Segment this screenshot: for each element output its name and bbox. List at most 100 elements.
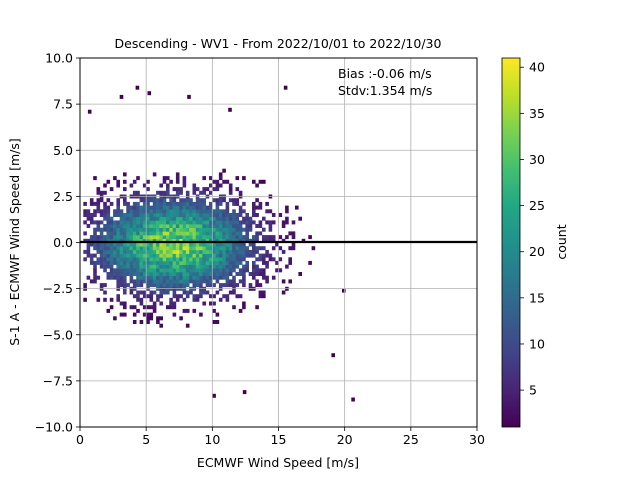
heatmap-cell: [175, 279, 180, 284]
heatmap-cell: [182, 224, 187, 228]
heatmap-cell: [175, 227, 180, 232]
heatmap-cell: [116, 179, 120, 184]
heatmap-cell: [238, 268, 243, 273]
heatmap-cell: [172, 312, 177, 317]
heatmap-cell: [281, 279, 286, 284]
heatmap-cell: [185, 279, 190, 284]
heatmap-cell: [222, 216, 226, 221]
heatmap-cell: [202, 231, 206, 236]
heatmap-cell: [93, 220, 97, 225]
heatmap-cell: [209, 275, 213, 280]
heatmap-cell: [238, 224, 243, 228]
heatmap-cell: [136, 224, 140, 228]
heatmap-cell: [235, 294, 240, 299]
heatmap-cell: [93, 213, 97, 217]
heatmap-cell: [195, 224, 200, 228]
heatmap-cell: [146, 320, 150, 324]
heatmap-cell: [116, 242, 120, 247]
heatmap-cell: [126, 249, 130, 254]
heatmap-cell: [172, 235, 177, 240]
x-tick-label: 25: [403, 432, 419, 447]
heatmap-cell: [103, 260, 107, 265]
heatmap-cell: [212, 216, 216, 221]
heatmap-cell: [238, 249, 243, 254]
heatmap-cell: [182, 201, 187, 206]
heatmap-cell: [109, 264, 114, 269]
heatmap-cell: [202, 268, 206, 273]
heatmap-cell: [189, 268, 193, 273]
heatmap-cell: [99, 249, 104, 254]
heatmap-cell: [172, 275, 177, 280]
heatmap-cell: [242, 283, 246, 288]
heatmap-cell: [132, 283, 137, 288]
heatmap-cell: [242, 246, 246, 251]
heatmap-cell: [245, 238, 249, 243]
heatmap-cell: [132, 235, 137, 240]
heatmap-cell: [99, 283, 104, 288]
heatmap-cell: [189, 242, 193, 247]
heatmap-cell: [132, 220, 137, 225]
heatmap-cell: [218, 213, 223, 217]
heatmap-cell: [195, 198, 200, 203]
heatmap-cell: [205, 235, 210, 240]
heatmap-cell: [99, 209, 104, 214]
heatmap-cell: [235, 235, 240, 240]
heatmap-cell: [152, 242, 157, 247]
y-tick-label: −5.0: [43, 327, 73, 342]
heatmap-cell: [149, 246, 154, 251]
heatmap-cell: [103, 297, 107, 302]
heatmap-cell: [225, 260, 230, 265]
heatmap-cell: [232, 209, 236, 214]
heatmap-cell: [136, 264, 140, 269]
heatmap-cell: [159, 264, 163, 269]
heatmap-cell: [212, 268, 216, 273]
heatmap-cell: [152, 224, 157, 228]
x-axis-label: ECMWF Wind Speed [m/s]: [197, 455, 359, 470]
heatmap-cell: [109, 260, 114, 265]
heatmap-cell: [159, 253, 163, 258]
heatmap-cell: [113, 249, 117, 254]
heatmap-cell: [169, 209, 173, 214]
heatmap-cell: [142, 246, 147, 251]
heatmap-cell: [189, 201, 193, 206]
heatmap-cell: [258, 290, 263, 295]
heatmap-cell: [96, 198, 101, 203]
heatmap-cell: [149, 260, 154, 265]
heatmap-cell: [255, 268, 259, 273]
heatmap-cell: [185, 246, 190, 251]
heatmap-cell: [119, 253, 124, 258]
heatmap-cell: [175, 253, 180, 258]
heatmap-cell: [172, 290, 177, 295]
heatmap-cell: [142, 238, 147, 243]
heatmap-cell: [265, 260, 269, 265]
heatmap-cell: [209, 205, 213, 210]
heatmap-cell: [149, 290, 154, 295]
heatmap-cell: [195, 246, 200, 251]
heatmap-cell: [159, 238, 163, 243]
heatmap-cell: [262, 268, 266, 273]
heatmap-cell: [152, 275, 157, 280]
heatmap-cell: [199, 235, 203, 240]
heatmap-cell: [136, 279, 140, 284]
heatmap-cell: [103, 253, 107, 258]
colorbar-tick-label: 10: [529, 336, 545, 351]
colorbar-label: count: [554, 224, 569, 259]
heatmap-cell: [109, 297, 114, 302]
heatmap-cell: [175, 172, 180, 177]
heatmap-cell: [132, 209, 137, 214]
heatmap-cell: [132, 238, 137, 243]
heatmap-cell: [202, 290, 206, 295]
heatmap-cell: [215, 213, 220, 217]
heatmap-cell: [179, 249, 183, 254]
heatmap-cell: [218, 246, 223, 251]
heatmap-cell: [291, 231, 296, 236]
heatmap-cell: [93, 242, 97, 247]
heatmap-cell: [89, 201, 94, 206]
heatmap-cell: [228, 257, 233, 262]
heatmap-cell: [87, 109, 92, 114]
heatmap-cell: [242, 238, 246, 243]
heatmap-cell: [166, 183, 170, 188]
heatmap-cell: [262, 275, 266, 280]
heatmap-cell: [175, 260, 180, 265]
heatmap-cell: [159, 294, 163, 299]
